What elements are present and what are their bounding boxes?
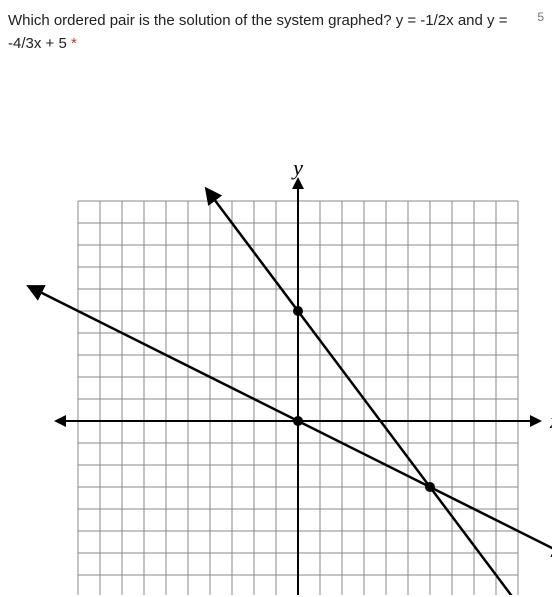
required-asterisk: * [71,35,77,52]
graph-container: yx [8,75,544,585]
points-label: 5 [537,10,544,24]
question-text-line1: Which ordered pair is the solution of th… [8,12,495,29]
question-container: 5 Which ordered pair is the solution of … [8,10,544,55]
question-text: Which ordered pair is the solution of th… [8,10,544,55]
svg-text:y: y [291,155,303,180]
coordinate-graph: yx [8,75,552,595]
